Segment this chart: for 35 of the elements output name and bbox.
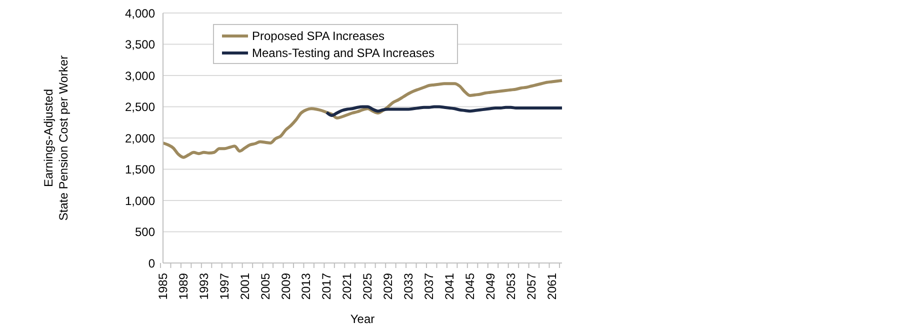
x-tick-label: 1997 (217, 272, 232, 300)
x-tick-label: 2045 (462, 272, 477, 300)
legend-label: Proposed SPA Increases (252, 28, 385, 42)
x-tick-label: 1985 (156, 272, 170, 300)
x-tick-label: 2005 (258, 272, 272, 300)
x-tick-label: 2001 (238, 272, 252, 300)
x-tick-label: 2029 (381, 272, 396, 300)
x-tick-label: 2057 (524, 272, 538, 300)
line-series (162, 79, 564, 159)
x-axis-title: Year (350, 312, 375, 326)
x-tick-label: 2061 (544, 272, 559, 300)
x-tick-label: 2033 (402, 272, 416, 300)
y-tick-label: 1,500 (124, 162, 156, 177)
y-tick-label: 4,000 (124, 6, 156, 20)
x-tick-label: 2013 (299, 272, 314, 300)
x-tick-label: 2025 (360, 272, 375, 300)
line-series (325, 105, 564, 117)
x-tick-label: 2041 (442, 272, 456, 300)
y-tick-label: 2,000 (124, 131, 156, 146)
y-axis-title: Earnings-Adjusted State Pension Cost per Worker (42, 55, 70, 221)
y-tick-label: 3,500 (124, 38, 156, 52)
x-tick-label: 2053 (504, 272, 518, 300)
x-tick-label: 2049 (483, 272, 498, 300)
x-tick-label: 1993 (196, 272, 211, 300)
y-tick-label: 3,000 (124, 68, 156, 83)
x-tick-label: 2037 (422, 272, 436, 300)
y-tick-label: 2,500 (124, 100, 156, 114)
y-tick-label: 0 (148, 256, 156, 270)
y-tick-label: 1,000 (124, 194, 156, 208)
x-tick-label: 2017 (320, 272, 334, 300)
x-tick-label: 2009 (278, 272, 293, 300)
x-tick-label: 2021 (340, 272, 354, 300)
y-tick-label: 500 (134, 225, 156, 240)
legend-label: Means-Testing and SPA Increases (252, 46, 435, 60)
x-tick-label: 1989 (176, 272, 190, 300)
